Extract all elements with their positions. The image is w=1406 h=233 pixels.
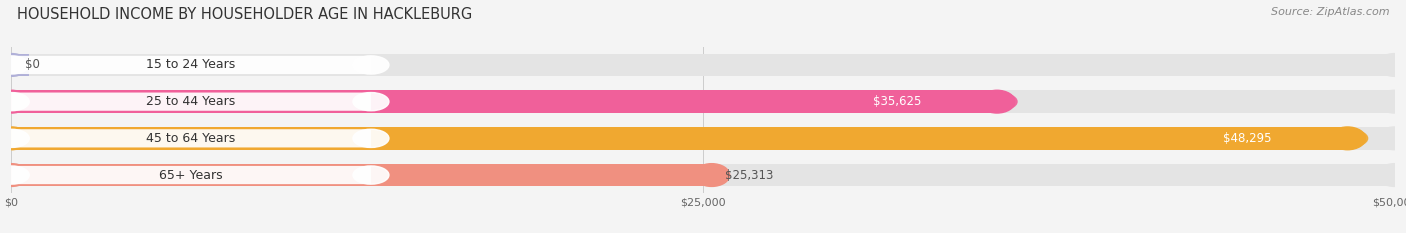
Ellipse shape [353, 56, 389, 74]
FancyBboxPatch shape [11, 56, 371, 74]
Text: 45 to 64 Years: 45 to 64 Years [146, 132, 236, 145]
FancyBboxPatch shape [11, 166, 371, 184]
Ellipse shape [977, 93, 1017, 111]
Ellipse shape [353, 166, 389, 184]
Ellipse shape [0, 166, 30, 184]
Text: $25,313: $25,313 [725, 168, 773, 182]
FancyBboxPatch shape [1147, 129, 1347, 147]
Ellipse shape [1330, 127, 1365, 150]
Ellipse shape [0, 54, 30, 76]
Ellipse shape [1376, 90, 1406, 113]
Ellipse shape [1327, 129, 1368, 147]
Ellipse shape [1126, 129, 1167, 147]
Ellipse shape [1376, 54, 1406, 76]
Ellipse shape [0, 127, 30, 150]
Ellipse shape [0, 164, 30, 186]
Text: HOUSEHOLD INCOME BY HOUSEHOLDER AGE IN HACKLEBURG: HOUSEHOLD INCOME BY HOUSEHOLDER AGE IN H… [17, 7, 472, 22]
Bar [11, 90, 997, 113]
Ellipse shape [776, 93, 817, 111]
Ellipse shape [0, 56, 30, 74]
Bar [11, 164, 1395, 186]
Bar [11, 54, 30, 76]
Text: $0: $0 [25, 58, 39, 72]
Ellipse shape [693, 164, 730, 186]
FancyBboxPatch shape [11, 129, 371, 147]
FancyBboxPatch shape [11, 93, 371, 111]
Text: Source: ZipAtlas.com: Source: ZipAtlas.com [1271, 7, 1389, 17]
Bar [11, 54, 1395, 76]
Ellipse shape [0, 54, 30, 76]
Text: 65+ Years: 65+ Years [159, 168, 224, 182]
FancyBboxPatch shape [796, 93, 997, 111]
Ellipse shape [0, 90, 30, 113]
Ellipse shape [1376, 164, 1406, 186]
Ellipse shape [1376, 127, 1406, 150]
Text: 15 to 24 Years: 15 to 24 Years [146, 58, 236, 72]
Bar [11, 90, 1395, 113]
Ellipse shape [353, 129, 389, 147]
Bar [11, 127, 1347, 150]
Ellipse shape [0, 93, 30, 111]
Ellipse shape [0, 127, 30, 150]
Ellipse shape [353, 93, 389, 111]
Text: $35,625: $35,625 [873, 95, 921, 108]
Text: 25 to 44 Years: 25 to 44 Years [146, 95, 236, 108]
Bar [11, 164, 711, 186]
Ellipse shape [979, 90, 1015, 113]
Ellipse shape [0, 90, 30, 113]
Text: $48,295: $48,295 [1223, 132, 1271, 145]
Bar [11, 127, 1395, 150]
Ellipse shape [0, 164, 30, 186]
Ellipse shape [0, 129, 30, 147]
